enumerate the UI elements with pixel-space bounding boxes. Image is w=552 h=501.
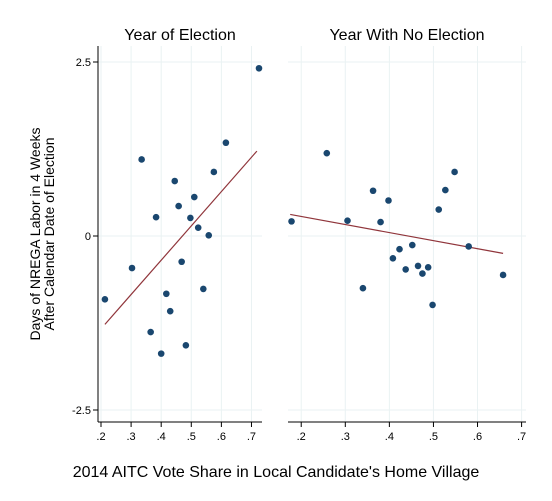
- data-point: [205, 232, 213, 239]
- data-point: [424, 264, 432, 271]
- data-point: [377, 218, 384, 226]
- data-point: [465, 243, 473, 250]
- fit-line: [104, 150, 258, 325]
- y-tick-label: 2.5: [76, 57, 91, 69]
- data-point: [402, 266, 409, 273]
- data-point: [451, 168, 458, 176]
- data-point: [152, 213, 160, 221]
- data-point: [255, 64, 263, 72]
- data-point: [419, 270, 426, 277]
- y-tick-label: 0: [85, 231, 91, 243]
- data-point: [344, 217, 351, 224]
- x-tick-label: .3: [127, 431, 136, 443]
- data-point: [171, 177, 179, 185]
- data-point: [222, 139, 230, 147]
- data-point: [396, 245, 403, 253]
- x-tick-label: .7: [517, 431, 526, 443]
- data-point: [178, 258, 185, 266]
- x-tick-label: .6: [473, 431, 482, 443]
- data-point: [288, 218, 295, 225]
- data-point: [101, 296, 109, 303]
- data-point: [369, 187, 377, 195]
- data-point: [385, 197, 392, 204]
- data-point: [359, 284, 367, 292]
- x-tick-label: .4: [157, 431, 166, 443]
- data-point: [200, 285, 207, 293]
- data-point: [182, 341, 190, 349]
- x-tick-label: .4: [385, 431, 394, 443]
- data-point: [175, 202, 182, 210]
- y-tick-label: -2.5: [72, 405, 91, 417]
- data-point: [389, 254, 397, 262]
- panel-title: Year With No Election: [329, 27, 484, 44]
- x-tick-label: .2: [297, 431, 306, 443]
- x-tick-label: .2: [96, 431, 105, 443]
- x-tick-label: .6: [217, 431, 226, 443]
- data-point: [157, 350, 165, 357]
- data-point: [187, 214, 194, 222]
- data-point: [166, 307, 174, 315]
- data-point: [323, 149, 331, 157]
- panel-title: Year of Election: [124, 27, 235, 44]
- y-axis-label-line1: Days of NREGA Labor in 4 Weeks: [27, 128, 43, 341]
- data-point: [163, 290, 170, 298]
- x-axis-label: 2014 AITC Vote Share in Local Candidate'…: [73, 464, 480, 481]
- data-point: [138, 156, 145, 163]
- data-point: [429, 301, 436, 309]
- data-point: [194, 224, 202, 231]
- data-point: [435, 206, 443, 213]
- data-point: [190, 193, 198, 201]
- y-axis-label-line2: After Calendar Date of Election: [41, 138, 57, 331]
- data-point: [499, 271, 507, 279]
- x-tick-label: .5: [187, 431, 196, 443]
- data-point: [147, 328, 154, 336]
- data-point: [442, 186, 449, 194]
- x-tick-label: .7: [247, 431, 256, 443]
- y-axis-label: Days of NREGA Labor in 4 WeeksAfter Cale…: [27, 128, 57, 341]
- data-point: [408, 241, 416, 249]
- x-tick-label: .5: [429, 431, 438, 443]
- x-tick-label: .3: [341, 431, 350, 443]
- data-point: [128, 264, 136, 272]
- data-point: [414, 262, 422, 270]
- data-point: [210, 168, 218, 176]
